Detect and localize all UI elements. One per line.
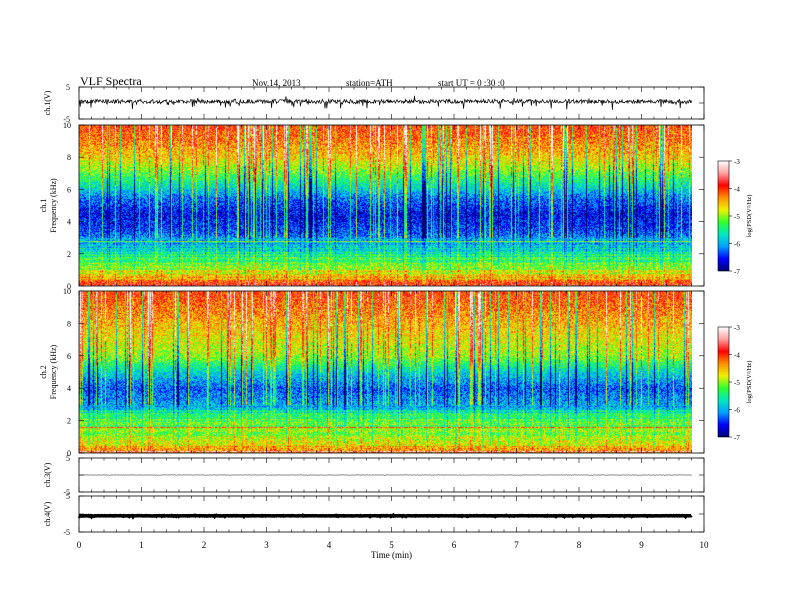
y-tick-label: 5: [66, 454, 70, 463]
x-tick-label: 6: [452, 540, 457, 550]
ch2-spectrogram-colorbar: [717, 326, 730, 438]
colorbar-label: log(PSD(V²/Hz): [746, 195, 753, 238]
y-tick-label: 10: [63, 121, 71, 130]
y-tick-label: 5: [66, 83, 70, 92]
x-tick-label: 9: [639, 540, 644, 550]
ch1-spectrogram-ylabel-frequency: Frequency (kHz): [49, 178, 58, 233]
ch4-waveform-trace: [77, 512, 693, 520]
x-tick-label: 10: [700, 540, 710, 550]
date-label: Nov.14, 2013: [252, 78, 301, 88]
colorbar-tick-label: -4: [734, 352, 740, 360]
x-tick-label: 0: [77, 540, 82, 550]
x-tick-label: 1: [139, 540, 144, 550]
y-tick-label: 10: [63, 287, 71, 296]
y-tick-label: 0: [67, 282, 71, 291]
start-time-label: start UT = 0 :30 :0: [438, 78, 505, 88]
ch3-waveform-ylabel: ch.3(V): [43, 462, 52, 487]
ch3-waveform-trace: [78, 474, 692, 476]
ch1-waveform-ylabel: ch.1(V): [43, 90, 52, 115]
y-tick-label: 6: [67, 185, 71, 194]
ch1-spectrogram-colorbar: [717, 160, 730, 272]
x-tick-label: 8: [577, 540, 582, 550]
colorbar-tick-label: -5: [734, 379, 740, 387]
x-axis-label: Time (min): [371, 550, 412, 560]
station-label: station=ATH: [346, 78, 393, 88]
x-tick-label: 5: [389, 540, 394, 550]
ch2-spectrogram-ylabel-frequency: Frequency (kHz): [49, 344, 58, 399]
x-tick-label: 7: [514, 540, 519, 550]
ch1-waveform-trace: [78, 95, 692, 110]
ch1-spectrogram-ylabel-channel: ch.1: [39, 199, 48, 213]
figure-title: VLF Spectra: [80, 74, 142, 88]
y-tick-label: 6: [67, 352, 71, 361]
y-tick-label: 4: [67, 218, 71, 227]
y-tick-label: -5: [63, 528, 70, 537]
colorbar-tick-label: -7: [734, 434, 740, 442]
colorbar-tick-label: -7: [734, 268, 740, 276]
ch2-spectrogram-ylabel-channel: ch.2: [39, 365, 48, 379]
y-tick-label: 4: [67, 384, 71, 393]
y-tick-label: -5: [63, 488, 70, 497]
y-tick-label: 0: [67, 449, 71, 458]
y-tick-label: 8: [67, 153, 71, 162]
x-tick-label: 4: [327, 540, 332, 550]
colorbar-tick-label: -4: [734, 186, 740, 194]
y-tick-label: 8: [67, 319, 71, 328]
y-tick-label: 2: [67, 417, 71, 426]
y-tick-label: 2: [67, 250, 71, 259]
colorbar-tick-label: -3: [734, 324, 740, 332]
colorbar-tick-label: -6: [734, 241, 740, 249]
ch1-spectrogram-image: [79, 125, 692, 286]
colorbar-tick-label: -3: [734, 158, 740, 166]
ch4-waveform-ylabel: ch.4(V): [43, 501, 52, 526]
y-tick-label: -5: [63, 115, 70, 124]
x-tick-label: 3: [264, 540, 269, 550]
x-tick-label: 2: [202, 540, 207, 550]
colorbar-tick-label: -5: [734, 213, 740, 221]
y-tick-label: 5: [66, 492, 70, 501]
colorbar-tick-label: -6: [734, 407, 740, 415]
ch2-spectrogram-image: [79, 291, 692, 453]
colorbar-label: log(PSD(V²/Hz): [746, 361, 753, 404]
